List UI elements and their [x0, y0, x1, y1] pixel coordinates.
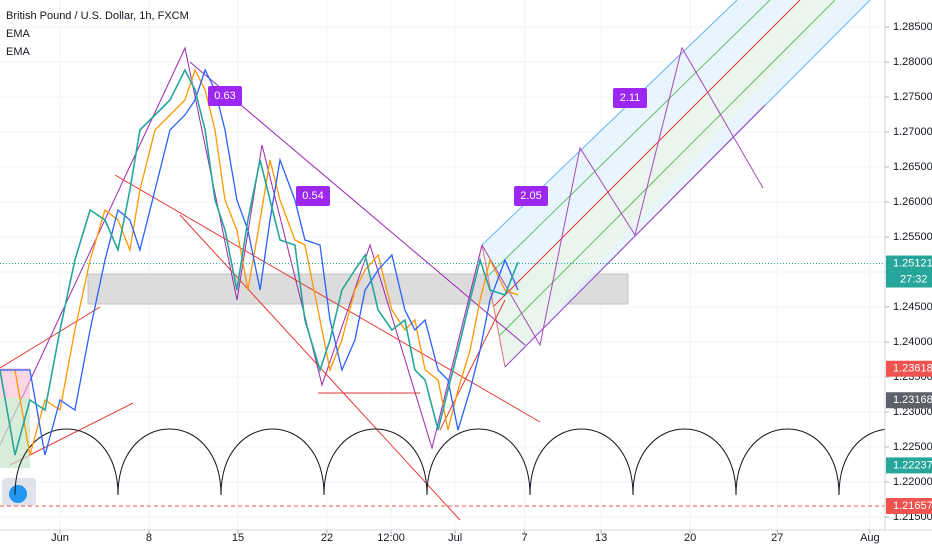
pitchfork-line: [487, 0, 771, 277]
legend-entry: EMA: [6, 28, 31, 40]
cycle-arc: [426, 428, 531, 496]
price-label: 1.22237: [893, 459, 932, 471]
ema-line: [0, 68, 519, 456]
price-line: [0, 68, 519, 456]
price-label-box: [886, 360, 932, 377]
price-label-box: [886, 392, 932, 409]
legend-entry: EMA: [6, 46, 31, 58]
projection: [504, 104, 766, 368]
price-label-box: [886, 457, 932, 474]
price-label-box: [886, 255, 932, 272]
cycle-arc: [529, 428, 634, 496]
cycle-arc: [14, 428, 119, 496]
annotation-box: [514, 186, 548, 206]
x-tick-label: 27: [771, 532, 783, 544]
annotation: 0.63: [214, 90, 235, 102]
y-tick-label: 1.24500: [893, 301, 932, 313]
trendline: [189, 61, 526, 346]
plot: 0.63 0.54 2.05 2.11: [0, 68, 885, 507]
zigzag: [0, 46, 483, 450]
cycle-arc: [735, 428, 840, 496]
annotation: 2.05: [520, 190, 541, 202]
trendline: [0, 306, 101, 369]
countdown-box: [886, 271, 932, 288]
x-tick-label: Aug: [860, 532, 880, 544]
cycle-arc: [220, 428, 325, 496]
annotation-box: [208, 86, 242, 106]
y-tick-label: 1.22000: [893, 476, 932, 488]
y-tick-label: 1.26500: [893, 161, 932, 173]
logo: [9, 485, 27, 503]
y-tick-label: 1.22500: [893, 441, 932, 453]
price-label-box: [886, 497, 932, 514]
x-tick-label: 12:00: [377, 532, 405, 544]
position-box: [0, 398, 30, 468]
y-tick-label: 1.26000: [893, 196, 932, 208]
pitchfork-inner: [494, 0, 840, 367]
axes: 1.215001.220001.225001.230001.235001.240…: [51, 21, 932, 544]
cycle-arc: [117, 428, 222, 496]
y-tick-label: 1.27500: [893, 91, 932, 103]
cycle-arc: [323, 428, 428, 496]
cycle-arc: [632, 428, 737, 496]
countdown: 27:32: [900, 273, 928, 285]
x-tick-label: Jun: [51, 532, 69, 544]
drawings: [0, 0, 871, 521]
annotation: 2.11: [620, 92, 641, 104]
x-tick-label: 13: [595, 532, 607, 544]
pitchfork-line: [498, 0, 836, 337]
ema-line: [0, 68, 519, 456]
x-tick-label: Jul: [448, 532, 462, 544]
x-tick-label: 8: [146, 532, 152, 544]
y-tick-label: 1.28000: [893, 56, 932, 68]
y-tick-label: 1.24000: [893, 336, 932, 348]
cycles: [14, 428, 932, 496]
trendline: [439, 299, 506, 431]
price-label: 1.25121: [893, 257, 932, 269]
price-label: 1.23168: [893, 394, 932, 406]
price-label: 1.21657: [893, 500, 932, 512]
x-tick-label: 20: [684, 532, 696, 544]
x-tick-label: 22: [321, 532, 333, 544]
chart-title: British Pound / U.S. Dollar, 1h, FXCM: [6, 10, 189, 22]
annotation-box: [296, 186, 330, 206]
y-tick-label: 1.23000: [893, 406, 932, 418]
x-tick-label: 7: [521, 532, 527, 544]
annotation-box: [613, 88, 647, 108]
pitchfork-median: [493, 0, 801, 307]
pitchfork-handle: [481, 244, 506, 368]
annotation: 0.54: [302, 190, 323, 202]
y-tick-label: 1.27000: [893, 126, 932, 138]
projection: [481, 46, 764, 347]
y-tick-label: 1.28500: [893, 21, 932, 33]
price-label: 1.23618: [893, 363, 932, 375]
x-tick-label: 15: [232, 532, 244, 544]
y-tick-label: 1.25500: [893, 231, 932, 243]
